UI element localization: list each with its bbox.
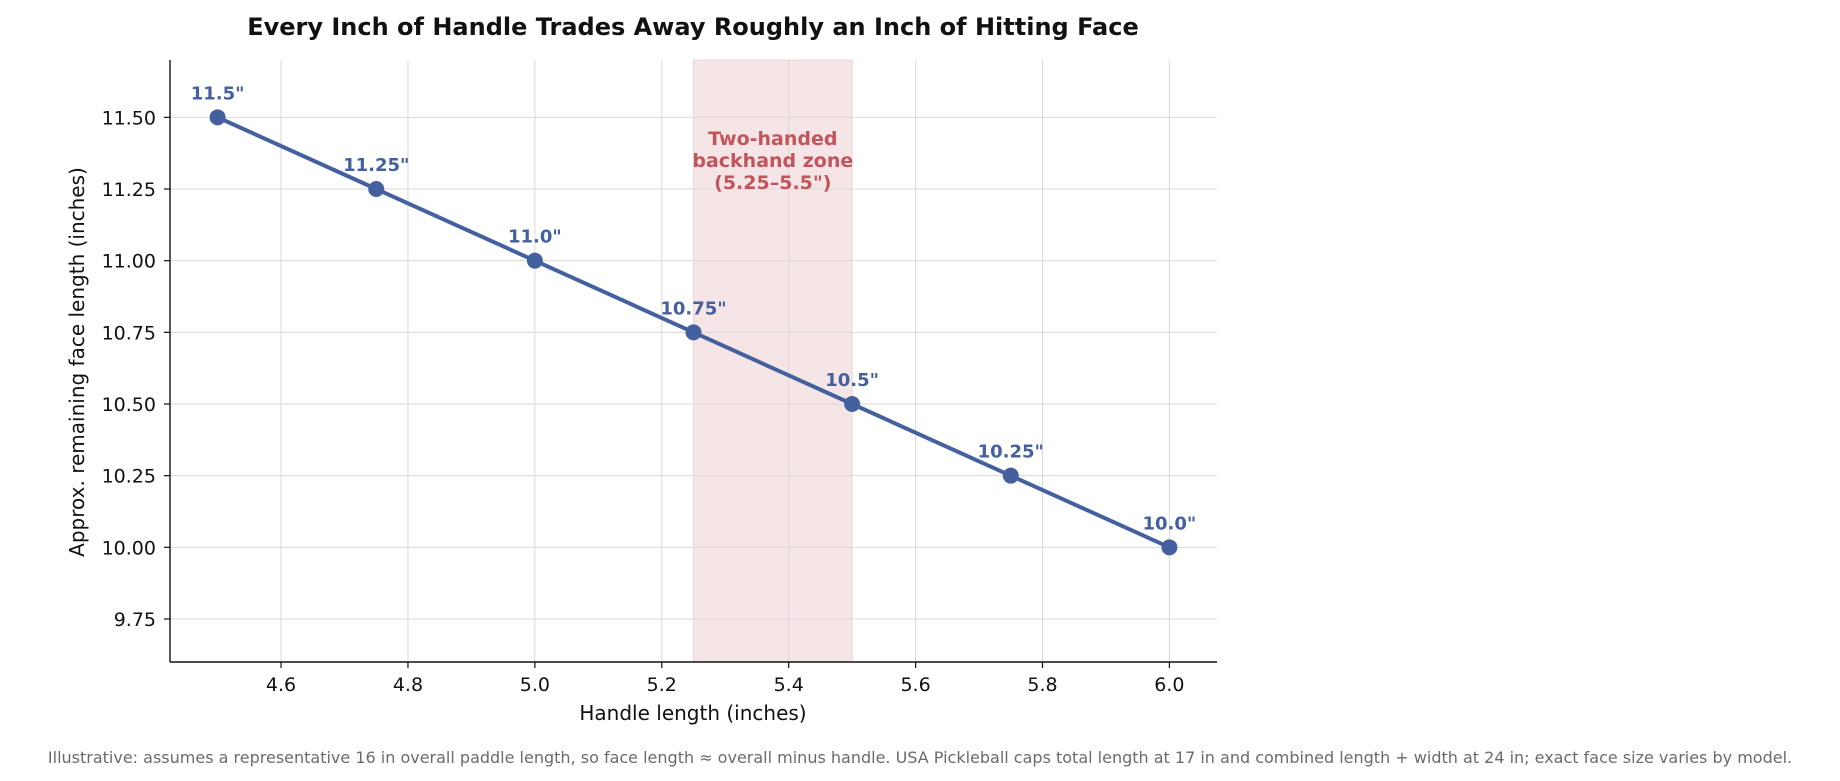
data-point: [1161, 539, 1178, 556]
x-tick-label: 5.4: [774, 674, 804, 696]
shaded-region-layer: [693, 59, 853, 663]
x-tick-label: 6.0: [1154, 674, 1184, 696]
x-tick-label: 5.2: [647, 674, 677, 696]
data-label: 10.5": [825, 370, 879, 391]
data-point: [685, 324, 702, 341]
shaded-region-label: backhand zone: [692, 150, 853, 172]
x-axis-label: Handle length (inches): [579, 701, 806, 725]
x-tick-label: 5.0: [520, 674, 550, 696]
data-label: 10.0": [1143, 513, 1197, 534]
x-tick-label: 5.6: [900, 674, 930, 696]
y-tick-label: 11.50: [102, 107, 156, 129]
axes-layer: 4.6 4.8 5.0 5.2 5.4 5.6 5.8 6.0 9.75 10.00 10.25 10…: [102, 60, 1217, 696]
y-tick-label: 11.25: [102, 179, 156, 201]
y-tick-label: 11.00: [102, 251, 156, 273]
data-point: [526, 252, 543, 269]
data-point: [1002, 467, 1019, 484]
shaded-region-label: Two-handed: [708, 128, 837, 150]
data-label: 10.25": [978, 442, 1044, 463]
data-label: 11.5": [191, 83, 245, 104]
y-tick-label: 9.75: [114, 609, 156, 631]
data-label: 10.75": [660, 298, 726, 319]
x-tick-label: 5.8: [1027, 674, 1057, 696]
data-point: [368, 181, 385, 197]
chart-title: Every Inch of Handle Trades Away Roughly…: [247, 13, 1139, 41]
y-tick-label: 10.00: [102, 537, 156, 559]
series-layer: [209, 109, 1178, 556]
y-axis-label: Approx. remaining face length (inches): [65, 167, 89, 557]
shaded-region-two-handed: [693, 59, 853, 663]
x-tick-label: 4.8: [393, 674, 423, 696]
data-point: [844, 396, 861, 412]
x-tick-label: 4.6: [266, 674, 296, 696]
data-label: 11.0": [508, 227, 562, 248]
shaded-region-label: (5.25–5.5"): [714, 172, 831, 194]
grid-layer: [170, 60, 1217, 662]
y-tick-label: 10.75: [102, 322, 156, 344]
footnote: Illustrative: assumes a representative 1…: [48, 748, 1792, 767]
y-tick-label: 10.25: [102, 466, 156, 488]
data-label: 11.25": [343, 155, 409, 176]
data-point: [209, 109, 226, 126]
y-tick-label: 10.50: [102, 394, 156, 416]
